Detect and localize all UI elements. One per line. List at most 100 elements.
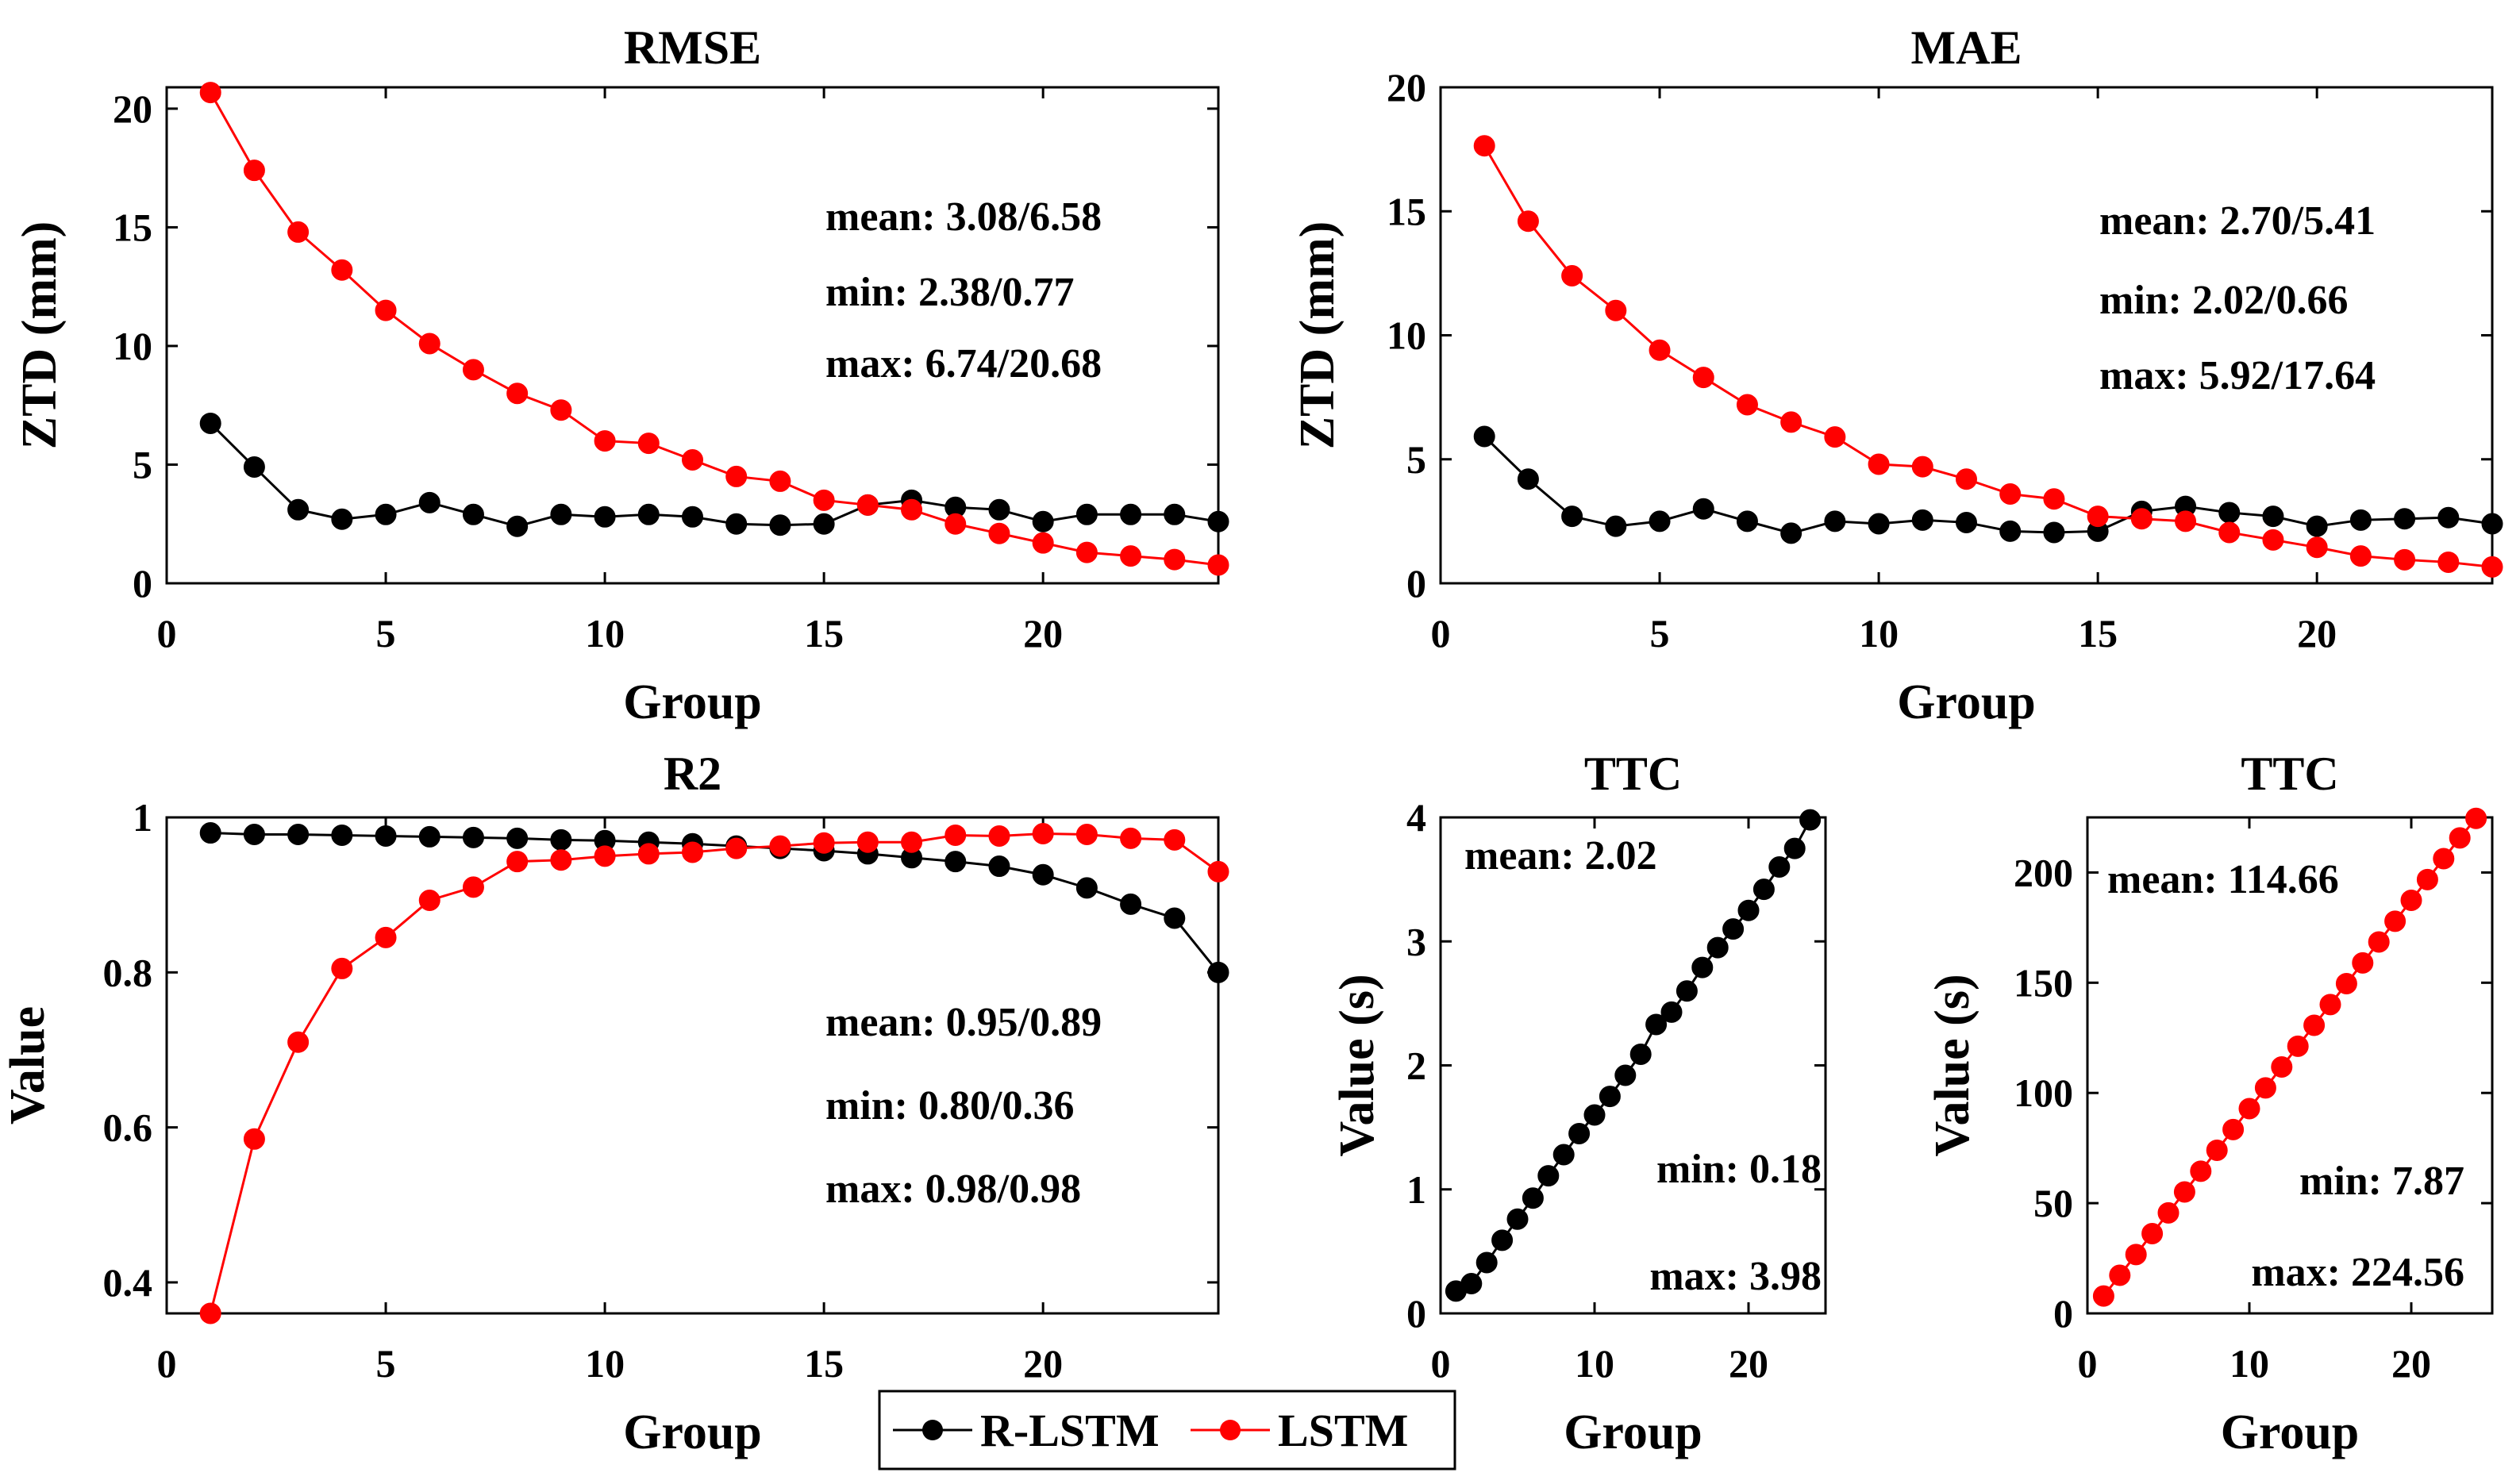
data-point <box>1676 980 1698 1002</box>
data-point <box>594 430 616 452</box>
data-point <box>1207 554 1229 576</box>
data-point <box>550 829 572 851</box>
y-axis-label: Value (s) <box>1926 974 1979 1156</box>
data-point <box>2349 509 2372 531</box>
data-point <box>1120 893 1142 915</box>
annotation-max: max: 0.98/0.98 <box>825 1167 1081 1212</box>
data-point <box>243 456 265 478</box>
chart-title: MAE <box>1911 21 2022 74</box>
series-lstm <box>199 82 1229 576</box>
series-r_lstm <box>1445 809 1822 1302</box>
data-point <box>901 831 923 853</box>
data-point <box>1752 878 1775 901</box>
x-tick-label: 0 <box>1431 1341 1451 1386</box>
data-point <box>1649 339 1671 361</box>
y-tick-label: 0 <box>1406 1291 1426 1336</box>
series-lstm <box>2092 807 2487 1307</box>
data-point <box>2206 1139 2228 1161</box>
y-tick-label: 15 <box>113 205 152 249</box>
y-tick-label: 3 <box>1406 919 1426 963</box>
y-tick-label: 0.8 <box>103 950 153 994</box>
x-axis-label: Group <box>623 675 762 729</box>
data-point <box>2368 931 2390 953</box>
data-point <box>1956 511 1977 533</box>
data-point <box>2433 848 2455 870</box>
data-point <box>2352 952 2374 974</box>
series-lstm <box>199 823 1229 1324</box>
series-line <box>210 422 1219 528</box>
data-point <box>331 259 353 281</box>
data-point <box>637 503 660 525</box>
data-point <box>1692 367 1714 389</box>
annotation-min: min: 2.38/0.77 <box>825 270 1074 315</box>
y-axis-label: ZTD (mm) <box>1291 221 1345 450</box>
data-point <box>375 503 397 525</box>
data-point <box>1475 1251 1498 1274</box>
data-point <box>287 1031 310 1053</box>
data-point <box>2175 510 2197 532</box>
data-point <box>769 470 791 492</box>
chart-rmse: 0 5 10 15 20 0 5 10 15 20 RMSE Group ZTD (mm) mean: 3… <box>13 21 1229 729</box>
x-tick-label: 20 <box>1023 1341 1063 1386</box>
data-point <box>2481 513 2503 535</box>
data-point <box>1999 520 2022 542</box>
data-point <box>1164 503 1186 525</box>
data-point <box>2254 1077 2276 1099</box>
data-point <box>2384 910 2407 932</box>
data-point <box>637 433 660 455</box>
axes-box <box>165 86 1220 585</box>
y-tick-label: 0 <box>1406 561 1426 606</box>
y-tick-label: 0.6 <box>103 1105 153 1150</box>
data-point <box>418 333 441 355</box>
data-point <box>725 513 748 535</box>
legend-marker <box>1220 1420 1241 1440</box>
data-point <box>506 827 529 849</box>
legend-marker <box>922 1420 943 1440</box>
series-lstm <box>1473 135 2503 578</box>
data-point <box>1868 453 1890 475</box>
y-axis-label: ZTD (mm) <box>13 221 67 450</box>
axes-box <box>1439 86 2494 585</box>
series-line <box>209 91 1219 567</box>
x-tick-label: 0 <box>1431 611 1451 655</box>
data-point <box>1956 468 1977 490</box>
y-tick-label: 4 <box>1406 795 1426 840</box>
data-point <box>1460 1273 1483 1294</box>
x-tick-label: 0 <box>157 1341 177 1386</box>
y-tick-label: 0.4 <box>103 1260 153 1305</box>
data-point <box>1522 1187 1544 1209</box>
data-point <box>1768 856 1791 878</box>
data-point <box>1629 1043 1652 1065</box>
data-point <box>856 831 879 853</box>
data-point <box>2109 1264 2131 1286</box>
data-point <box>2394 508 2416 530</box>
data-point <box>2306 515 2328 537</box>
data-point <box>945 513 967 535</box>
data-point <box>1473 135 1495 157</box>
y-tick-label: 150 <box>2014 960 2073 1005</box>
data-point <box>2087 506 2109 528</box>
data-point <box>287 823 310 845</box>
data-point <box>506 851 529 873</box>
annotation-min: min: 0.80/0.36 <box>825 1083 1074 1128</box>
data-point <box>769 514 791 536</box>
series-line <box>1483 435 2493 535</box>
data-point <box>813 489 835 511</box>
chart-title: RMSE <box>624 21 761 74</box>
data-point <box>1552 1144 1575 1166</box>
data-point <box>2416 868 2438 890</box>
data-point <box>1583 1104 1606 1126</box>
data-point <box>2319 994 2341 1016</box>
data-point <box>2125 1244 2147 1266</box>
data-point <box>550 503 572 525</box>
axes-box <box>165 816 1220 1315</box>
x-tick-label: 10 <box>585 1341 625 1386</box>
legend-item-lstm: LSTM <box>1191 1405 1408 1456</box>
data-point <box>856 494 879 516</box>
data-point <box>988 498 1010 521</box>
x-tick-label: 15 <box>804 611 844 655</box>
annotation-mean: mean: 114.66 <box>2107 857 2339 902</box>
data-point <box>813 513 835 535</box>
data-point <box>375 299 397 321</box>
data-point <box>1911 509 1933 531</box>
